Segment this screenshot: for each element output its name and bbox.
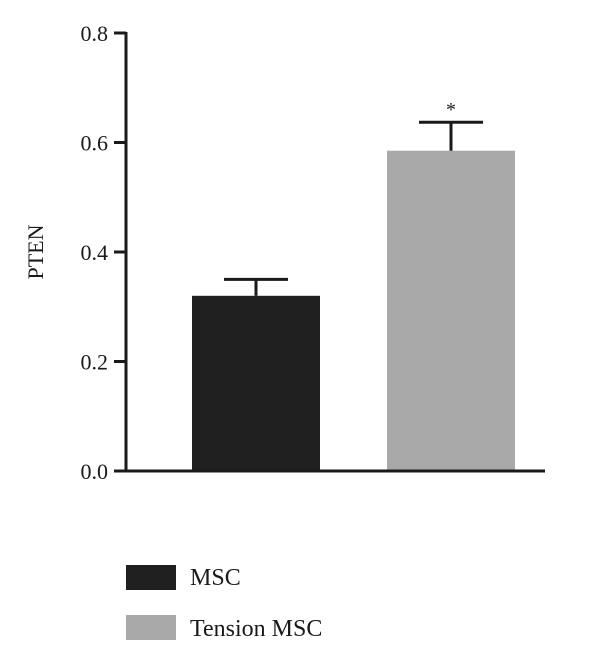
- y-tick-label: 0.8: [81, 21, 109, 46]
- legend-label-tension-msc: Tension MSC: [190, 616, 322, 642]
- plot-area: * 0.0 0.2 0.4 0.6 0.8: [81, 21, 545, 484]
- significance-marker-tension-msc: *: [446, 99, 456, 121]
- y-tick-label: 0.2: [81, 350, 109, 375]
- y-axis-label: PTEN: [23, 224, 48, 279]
- legend-swatch-msc: [126, 565, 176, 590]
- bar-tension-msc: [387, 150, 515, 471]
- y-tick-label: 0.4: [81, 240, 109, 265]
- legend: MSC Tension MSC: [126, 565, 322, 642]
- bar-msc: [192, 295, 320, 471]
- y-tick-label: 0.6: [81, 131, 109, 156]
- legend-swatch-tension-msc: [126, 615, 176, 640]
- y-tick-label: 0.0: [81, 459, 109, 484]
- legend-label-msc: MSC: [190, 565, 241, 591]
